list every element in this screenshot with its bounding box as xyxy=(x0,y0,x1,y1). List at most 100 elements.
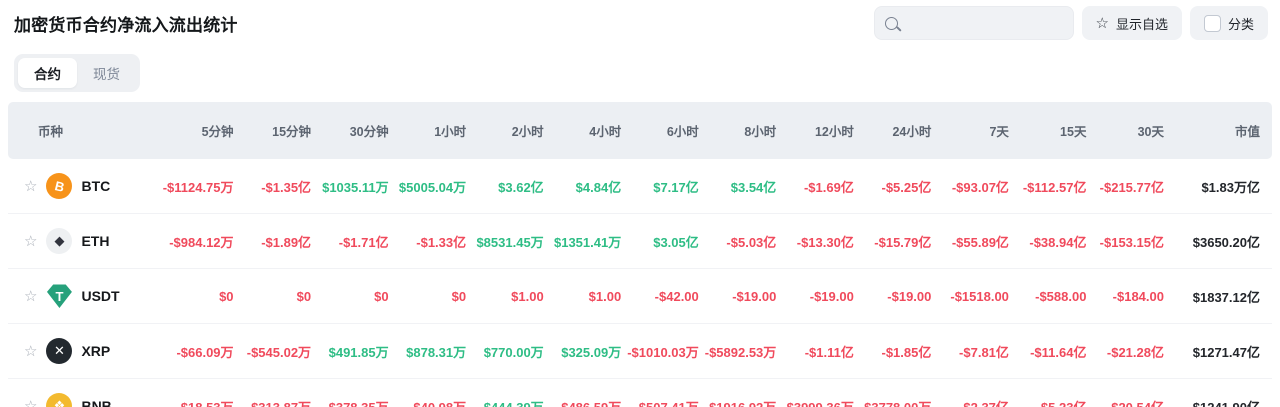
cell-value: $770.00万 xyxy=(483,344,544,360)
cell-value: $1035.11万 xyxy=(322,179,389,195)
cell-value: -$15.79亿 xyxy=(874,234,932,250)
toolbar: ☆ 显示自选 分类 xyxy=(873,6,1268,40)
cell-value: $5005.04万 xyxy=(398,179,467,195)
column-header: 2小时 xyxy=(511,125,544,139)
cell-value: -$18.53万 xyxy=(176,399,234,407)
table-header-row: 币种 5分钟 15分钟 30分钟 1小时 2小时 4小时 6小时 8小时 12小时 24小时 7天 15… xyxy=(8,102,1272,159)
cell-value: -$5.25亿 xyxy=(881,179,932,195)
favorite-star-icon[interactable]: ☆ xyxy=(24,232,38,250)
cell-value: -$2.37亿 xyxy=(959,399,1009,407)
cell-value: $1837.12亿 xyxy=(1192,289,1260,305)
search-icon xyxy=(884,16,898,30)
cell-value: -$153.15亿 xyxy=(1099,234,1164,250)
cell-value: -$1916.92万 xyxy=(704,399,777,407)
cell-value: -$378.35万 xyxy=(324,399,389,407)
table-body: ☆ B BTC -$1124.75万 -$1.35亿 $1035.11万 $5005.04万… xyxy=(8,159,1272,407)
cell-value: -$5.23亿 xyxy=(1036,399,1087,407)
category-button[interactable]: 分类 xyxy=(1189,6,1268,40)
tab-contract[interactable]: 合约 xyxy=(18,58,77,88)
cell-value: -$545.02万 xyxy=(246,344,312,360)
cell-value: -$20.54亿 xyxy=(1106,399,1164,407)
cell-value: $491.85万 xyxy=(328,344,389,360)
table-row-xrp[interactable]: ☆ ✕ XRP -$66.09万 -$545.02万 $491.85万 $878.31万 $7… xyxy=(8,324,1272,379)
show-favorites-label: 显示自选 xyxy=(1115,16,1168,32)
column-header: 30天 xyxy=(1137,125,1164,139)
cell-value: $0 xyxy=(451,288,467,304)
cell-value: -$5.03亿 xyxy=(726,234,777,250)
cell-value: -$1.71亿 xyxy=(338,234,389,250)
cell-value: -$21.28亿 xyxy=(1106,344,1164,360)
coin-cell: ☆ ❖ BNB xyxy=(8,393,158,407)
cell-value: -$588.00 xyxy=(1035,288,1087,304)
column-header: 15分钟 xyxy=(272,125,312,139)
favorite-star-icon[interactable]: ☆ xyxy=(24,287,38,305)
cell-value: -$3778.00万 xyxy=(859,399,932,407)
cell-value: -$13.30亿 xyxy=(796,234,854,250)
column-header: 市值 xyxy=(1234,125,1260,139)
coin-cell: ☆ T USDT xyxy=(8,283,158,309)
category-label: 分类 xyxy=(1227,16,1254,32)
cell-value: $1351.41万 xyxy=(553,234,622,250)
cell-value: $1.83万亿 xyxy=(1201,179,1260,195)
cell-value: -$55.89亿 xyxy=(951,234,1009,250)
cell-value: $1.00 xyxy=(511,288,544,304)
favorite-star-icon[interactable]: ☆ xyxy=(24,342,38,360)
page-title: 加密货币合约净流入流出统计 xyxy=(14,15,238,35)
column-header: 12小时 xyxy=(814,125,854,139)
cell-value: -$1518.00 xyxy=(950,288,1009,304)
cell-value: -$507.41万 xyxy=(634,399,699,407)
cell-value: -$486.59万 xyxy=(556,399,622,407)
cell-value: $325.09万 xyxy=(561,344,622,360)
cell-value: -$1.33亿 xyxy=(416,234,467,250)
cell-value: -$11.64亿 xyxy=(1030,344,1087,360)
coin-cell: ☆ ✕ XRP xyxy=(8,338,158,364)
table-row-usdt[interactable]: ☆ T USDT $0 $0 $0 $0 $1.00 $1.00 -$42.00 -$19.00 -$… xyxy=(8,269,1272,324)
cell-value: -$93.07亿 xyxy=(951,179,1009,195)
favorite-star-icon[interactable]: ☆ xyxy=(24,177,38,195)
table-row-eth[interactable]: ☆ ◆ ETH -$984.12万 -$1.89亿 -$1.71亿 -$1.33亿 $8531… xyxy=(8,214,1272,269)
cell-value: -$7.81亿 xyxy=(959,344,1009,360)
cell-value: -$42.00 xyxy=(654,288,699,304)
column-header: 8小时 xyxy=(744,125,777,139)
table-row-bnb[interactable]: ☆ ❖ BNB -$18.53万 -$313.87万 -$378.35万 -$40.98万 $… xyxy=(8,379,1272,407)
cell-value: -$1010.03万 xyxy=(627,344,699,360)
btc-icon: B xyxy=(46,173,73,199)
search-box[interactable] xyxy=(873,6,1074,40)
column-header: 5分钟 xyxy=(201,125,234,139)
cell-value: $8531.45万 xyxy=(476,234,544,250)
column-header: 30分钟 xyxy=(349,125,389,139)
cell-value: $7.17亿 xyxy=(653,179,699,195)
netflow-table: 币种 5分钟 15分钟 30分钟 1小时 2小时 4小时 6小时 8小时 12小时 24小时 7天 15… xyxy=(8,102,1272,407)
cell-value: $3.54亿 xyxy=(730,179,777,195)
favorite-star-icon[interactable]: ☆ xyxy=(24,397,38,407)
cell-value: -$184.00 xyxy=(1112,288,1164,304)
tab-spot[interactable]: 现货 xyxy=(93,67,120,82)
cell-value: $1241.90亿 xyxy=(1192,399,1260,407)
column-header: 6小时 xyxy=(666,125,699,139)
market-type-tabs: 合约 现货 xyxy=(14,54,140,92)
table-row-btc[interactable]: ☆ B BTC -$1124.75万 -$1.35亿 $1035.11万 $5005.04万… xyxy=(8,159,1272,214)
cell-value: -$1124.75万 xyxy=(162,179,234,195)
cell-value: -$40.98万 xyxy=(409,399,467,407)
column-header: 24小时 xyxy=(892,125,932,139)
cell-value: -$1.89亿 xyxy=(261,234,312,250)
cell-value: $444.39万 xyxy=(483,399,544,407)
coin-symbol: XRP xyxy=(81,343,111,359)
cell-value: -$38.94亿 xyxy=(1029,234,1087,250)
category-checkbox[interactable] xyxy=(1203,14,1221,32)
cell-value: $0 xyxy=(374,288,389,304)
show-favorites-button[interactable]: ☆ 显示自选 xyxy=(1081,6,1182,40)
usdt-icon: T xyxy=(46,284,72,308)
cell-value: $0 xyxy=(219,288,234,304)
column-header: 15天 xyxy=(1060,125,1087,139)
coin-symbol: BNB xyxy=(81,398,112,407)
cell-value: $0 xyxy=(296,288,312,304)
cell-value: $1271.47亿 xyxy=(1192,344,1260,360)
cell-value: -$1.69亿 xyxy=(803,179,854,195)
search-input[interactable] xyxy=(903,15,1063,31)
cell-value: $3650.20亿 xyxy=(1192,234,1260,250)
cell-value: $3.05亿 xyxy=(653,234,699,250)
cell-value: $1.00 xyxy=(588,288,622,304)
cell-value: -$19.00 xyxy=(809,288,854,304)
top-bar: 加密货币合约净流入流出统计 ☆ 显示自选 分类 xyxy=(0,0,1280,42)
